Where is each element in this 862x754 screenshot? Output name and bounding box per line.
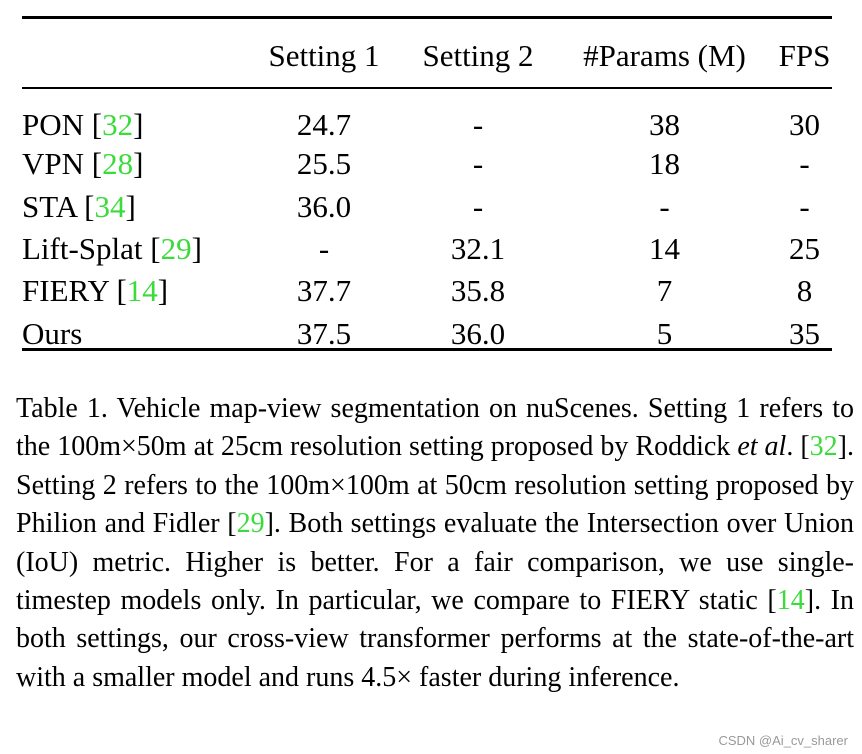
table-row-lift-splat: Lift-Splat [29] - 32.1 14 25 bbox=[22, 228, 832, 270]
setting-2-cell: 36.0 bbox=[450, 315, 506, 351]
citation-link[interactable]: 34 bbox=[94, 188, 126, 224]
table-row-ours: Ours 37.5 36.0 5 35 bbox=[22, 313, 832, 355]
setting-2-cell: - bbox=[472, 146, 484, 182]
citation-link[interactable]: 29 bbox=[160, 230, 192, 266]
params-cell: 18 bbox=[649, 146, 680, 182]
table-row-pon: PON [32] 24.7 - 38 30 bbox=[22, 87, 832, 143]
setting-1-cell: 36.0 bbox=[296, 188, 352, 224]
header-params: #Params (M) bbox=[583, 38, 746, 73]
setting-1-cell: - bbox=[318, 230, 330, 266]
method-cell: Ours bbox=[22, 315, 83, 351]
header-setting-2: Setting 2 bbox=[422, 38, 534, 73]
table-bottom-rule bbox=[22, 348, 832, 351]
params-cell: 14 bbox=[649, 230, 680, 266]
citation-link[interactable]: 32 bbox=[809, 431, 838, 463]
fps-cell: 30 bbox=[789, 107, 820, 142]
fps-cell: - bbox=[799, 188, 810, 224]
fps-cell: - bbox=[799, 146, 810, 182]
setting-1-cell: 25.5 bbox=[296, 146, 352, 182]
setting-2-cell: - bbox=[472, 188, 484, 224]
setting-2-cell: 32.1 bbox=[450, 230, 506, 266]
setting-2-cell: - bbox=[472, 107, 484, 142]
method-cell: STA [34] bbox=[22, 188, 136, 224]
table-row-vpn: VPN [28] 25.5 - 18 - bbox=[22, 143, 832, 185]
method-cell: FIERY [14] bbox=[22, 273, 169, 309]
watermark: CSDN @Ai_cv_sharer bbox=[718, 733, 848, 748]
table-header-row: Setting 1 Setting 2 #Params (M) FPS bbox=[22, 19, 832, 87]
caption-text: Table 1. Vehicle map-view segmentation o… bbox=[16, 393, 854, 693]
setting-2-cell: 35.8 bbox=[450, 273, 506, 309]
table-row-fiery: FIERY [14] 37.7 35.8 7 8 bbox=[22, 270, 832, 312]
setting-1-cell: 37.7 bbox=[296, 273, 352, 309]
method-cell: Lift-Splat [29] bbox=[22, 230, 202, 266]
citation-link[interactable]: 14 bbox=[126, 273, 158, 309]
setting-1-cell: 37.5 bbox=[296, 315, 352, 351]
table-row-sta: STA [34] 36.0 - - - bbox=[22, 185, 832, 227]
citation-link[interactable]: 32 bbox=[102, 107, 134, 142]
fps-cell: 8 bbox=[796, 273, 813, 309]
header-setting-1: Setting 1 bbox=[268, 38, 380, 73]
header-method bbox=[22, 19, 244, 87]
citation-link[interactable]: 28 bbox=[102, 146, 134, 182]
citation-link[interactable]: 29 bbox=[236, 508, 265, 540]
fps-cell: 25 bbox=[789, 230, 820, 266]
table-header-rule bbox=[22, 87, 832, 89]
table-caption: Table 1. Vehicle map-view segmentation o… bbox=[16, 390, 854, 697]
params-cell: 5 bbox=[656, 315, 673, 351]
params-cell: 7 bbox=[656, 273, 673, 309]
table-top-rule bbox=[22, 16, 832, 19]
caption-et-al: et al bbox=[737, 431, 787, 463]
results-table: Setting 1 Setting 2 #Params (M) FPS PON … bbox=[22, 19, 832, 355]
fps-cell: 35 bbox=[789, 315, 820, 351]
method-cell: PON [32] bbox=[22, 107, 144, 142]
citation-link[interactable]: 14 bbox=[776, 585, 805, 617]
params-cell: - bbox=[659, 188, 670, 224]
setting-1-cell: 24.7 bbox=[296, 107, 352, 142]
header-fps: FPS bbox=[778, 38, 831, 73]
params-cell: 38 bbox=[649, 107, 680, 142]
method-cell: VPN [28] bbox=[22, 146, 144, 182]
